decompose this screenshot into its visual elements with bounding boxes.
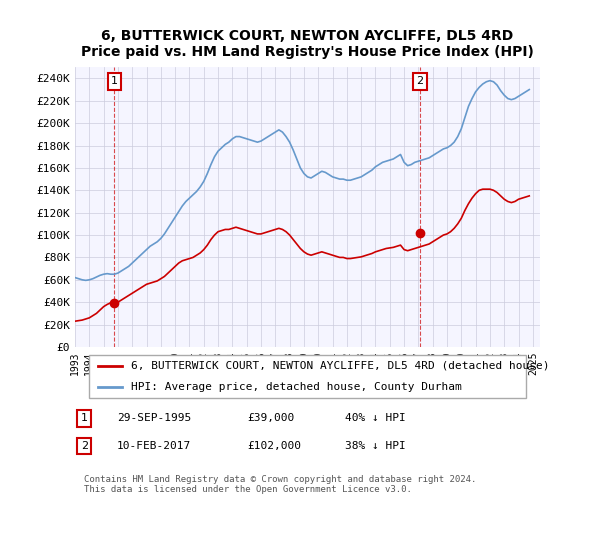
Text: £39,000: £39,000 <box>247 413 295 423</box>
Text: Contains HM Land Registry data © Crown copyright and database right 2024.
This d: Contains HM Land Registry data © Crown c… <box>84 475 476 494</box>
Text: 2: 2 <box>81 441 88 451</box>
Text: 6, BUTTERWICK COURT, NEWTON AYCLIFFE, DL5 4RD (detached house): 6, BUTTERWICK COURT, NEWTON AYCLIFFE, DL… <box>131 361 550 371</box>
Text: 1: 1 <box>81 413 88 423</box>
Title: 6, BUTTERWICK COURT, NEWTON AYCLIFFE, DL5 4RD
Price paid vs. HM Land Registry's : 6, BUTTERWICK COURT, NEWTON AYCLIFFE, DL… <box>81 29 534 59</box>
Text: 10-FEB-2017: 10-FEB-2017 <box>117 441 191 451</box>
Text: 38% ↓ HPI: 38% ↓ HPI <box>344 441 406 451</box>
Text: £102,000: £102,000 <box>247 441 301 451</box>
Text: 1: 1 <box>111 76 118 86</box>
Text: 40% ↓ HPI: 40% ↓ HPI <box>344 413 406 423</box>
Text: HPI: Average price, detached house, County Durham: HPI: Average price, detached house, Coun… <box>131 382 461 391</box>
Text: 29-SEP-1995: 29-SEP-1995 <box>117 413 191 423</box>
FancyBboxPatch shape <box>89 354 526 398</box>
Text: 2: 2 <box>416 76 424 86</box>
